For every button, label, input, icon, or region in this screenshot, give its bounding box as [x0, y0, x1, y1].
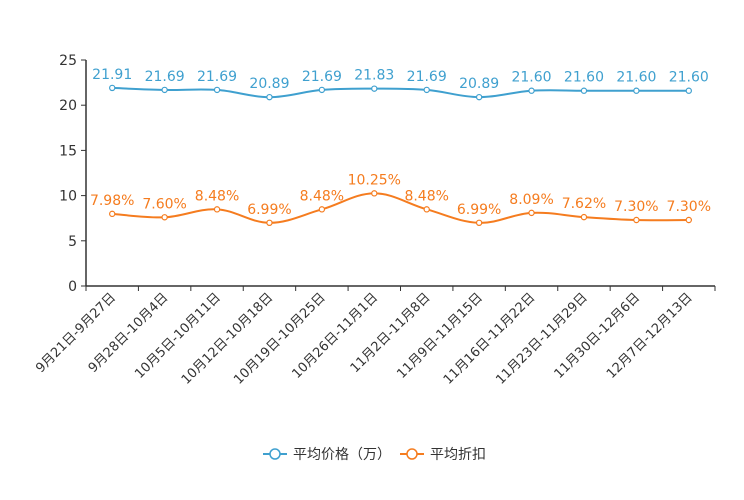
data-point[interactable] [580, 213, 588, 221]
data-point[interactable] [423, 206, 430, 213]
data-point[interactable] [318, 206, 326, 213]
data-label: 21.60 [511, 70, 551, 86]
data-label: 7.62% [562, 196, 606, 212]
data-point[interactable] [685, 216, 692, 224]
data-point[interactable] [161, 86, 168, 94]
data-point[interactable] [318, 86, 326, 94]
legend[interactable]: 平均价格（万） 平均折扣 [263, 447, 486, 463]
y-tick-label: 20 [59, 98, 77, 114]
data-label: 8.09% [509, 192, 553, 208]
legend-marker-icon [269, 448, 281, 460]
legend-marker-icon [406, 448, 418, 460]
data-label: 20.89 [249, 76, 289, 92]
data-point[interactable] [371, 85, 378, 92]
series-line [112, 86, 689, 99]
x-tick-label: 11月16日-11月22日 [441, 290, 538, 387]
data-label: 21.83 [354, 68, 394, 84]
data-label: 20.89 [459, 76, 499, 92]
data-label: 7.60% [142, 196, 186, 212]
y-tick-label: 15 [59, 143, 77, 159]
data-label: 6.99% [457, 202, 501, 218]
y-tick-label: 0 [68, 279, 77, 295]
data-point[interactable] [580, 87, 588, 94]
y-tick-label: 5 [68, 234, 77, 250]
y-tick-label: 25 [59, 53, 77, 69]
data-point[interactable] [371, 190, 378, 197]
series-1: 21.91 21.69 21.69 20.89 21.69 21.83 21.69 20.89… [92, 67, 709, 101]
data-label: 10.25% [348, 172, 401, 188]
data-label: 7.98% [90, 193, 134, 209]
x-tick-label: 10月19日-10月25日 [231, 290, 328, 387]
legend-item-1[interactable]: 平均价格（万） [263, 447, 391, 463]
data-point[interactable] [685, 87, 692, 94]
data-label: 7.30% [667, 199, 711, 215]
data-point[interactable] [161, 214, 168, 221]
data-label: 21.60 [669, 70, 709, 86]
data-point[interactable] [475, 93, 483, 101]
data-point[interactable] [109, 84, 116, 92]
legend-label: 平均价格（万） [293, 447, 391, 463]
data-label: 8.48% [195, 188, 239, 204]
data-label: 21.91 [92, 67, 132, 83]
data-label: 21.69 [407, 69, 447, 85]
data-point[interactable] [528, 87, 535, 94]
axes: 05101520259月21日-9月27日9月28日-10月4日10月5日-10… [33, 53, 716, 388]
data-label: 21.69 [145, 69, 185, 85]
data-label: 7.30% [614, 199, 658, 215]
data-label: 8.48% [300, 188, 344, 204]
data-label: 21.69 [302, 69, 342, 85]
data-point[interactable] [109, 210, 116, 218]
data-label: 21.69 [197, 69, 237, 85]
data-label: 8.48% [404, 188, 448, 204]
series-2: 7.98% 7.60% 8.48%6.99%8.48%10.25%8.48%6.99… [90, 172, 711, 227]
data-label: 21.60 [564, 70, 604, 86]
x-tick-label: 11月23日-11月29日 [493, 290, 590, 387]
y-tick-label: 10 [59, 189, 77, 205]
data-point[interactable] [266, 93, 273, 101]
series-layer: 21.91 21.69 21.69 20.89 21.69 21.83 21.69 20.89… [90, 67, 711, 227]
data-label: 21.60 [616, 70, 656, 86]
data-point[interactable] [528, 209, 535, 217]
data-label: 6.99% [247, 202, 291, 218]
data-point[interactable] [633, 216, 640, 224]
data-point[interactable] [213, 206, 221, 213]
series-line [112, 192, 689, 224]
data-point[interactable] [423, 86, 430, 94]
data-point[interactable] [213, 86, 221, 94]
x-tick-label: 10月12日-10月18日 [179, 290, 276, 387]
legend-label: 平均折扣 [430, 447, 486, 463]
data-point[interactable] [633, 87, 640, 94]
data-point[interactable] [475, 219, 483, 227]
data-point[interactable] [266, 219, 273, 227]
legend-item-2[interactable]: 平均折扣 [400, 447, 486, 463]
